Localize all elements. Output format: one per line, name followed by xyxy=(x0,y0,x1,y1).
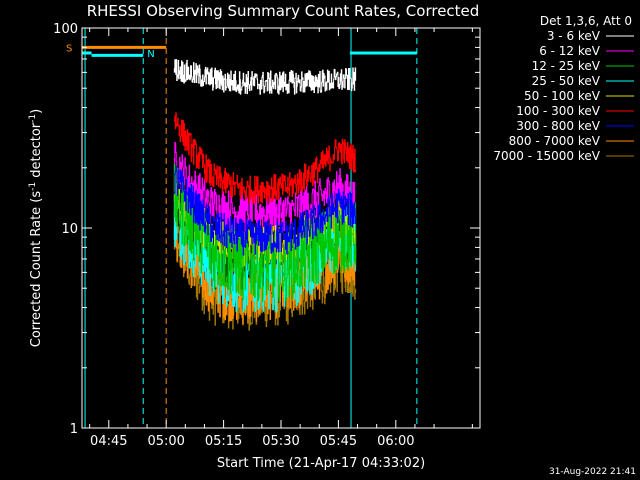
chart-title: RHESSI Observing Summary Count Rates, Co… xyxy=(87,2,480,20)
legend-label-6: 300 - 800 keV xyxy=(516,119,600,133)
legend-label-4: 50 - 100 keV xyxy=(524,89,601,103)
legend-title: Det 1,3,6, Att 0 xyxy=(540,14,632,28)
saa-label: S xyxy=(66,43,72,54)
series-group xyxy=(173,59,357,331)
legend-label-3: 25 - 50 keV xyxy=(532,74,601,88)
x-axis: 04:45 05:00 05:15 05:30 05:45 06:00 xyxy=(89,28,473,449)
x-tick-label-5: 06:00 xyxy=(377,434,414,449)
x-tick-label-4: 05:45 xyxy=(320,434,357,449)
night-label: N xyxy=(147,49,154,60)
y-tick-label-1: 10 xyxy=(61,222,78,237)
series-line-0 xyxy=(173,59,357,95)
legend-label-7: 800 - 7000 keV xyxy=(509,134,601,148)
legend-label-1: 6 - 12 keV xyxy=(539,44,601,58)
timestamp: 31-Aug-2022 21:41 xyxy=(549,467,636,477)
x-axis-label: Start Time (21-Apr-17 04:33:02) xyxy=(217,456,425,471)
x-tick-label-2: 05:15 xyxy=(205,434,242,449)
x-tick-label-1: 05:00 xyxy=(147,434,184,449)
series-line-5 xyxy=(173,112,357,204)
legend-label-8: 7000 - 15000 keV xyxy=(493,149,600,163)
y-tick-label-0: 1 xyxy=(70,422,78,437)
y-tick-label-2: 100 xyxy=(53,22,78,37)
series-line-6 xyxy=(173,165,357,256)
x-tick-label-0: 04:45 xyxy=(90,434,127,449)
legend-label-5: 100 - 300 keV xyxy=(516,104,600,118)
legend-label-0: 3 - 6 keV xyxy=(547,29,601,43)
y-axis: 1 10 100 xyxy=(53,22,480,437)
legend-label-2: 12 - 25 keV xyxy=(532,59,601,73)
orbit-bars: SN xyxy=(66,43,417,60)
x-tick-label-3: 05:30 xyxy=(262,434,299,449)
y-axis-label: Corrected Count Rate (s-1 detector-1) xyxy=(28,109,44,347)
series-line-3 xyxy=(173,190,357,313)
